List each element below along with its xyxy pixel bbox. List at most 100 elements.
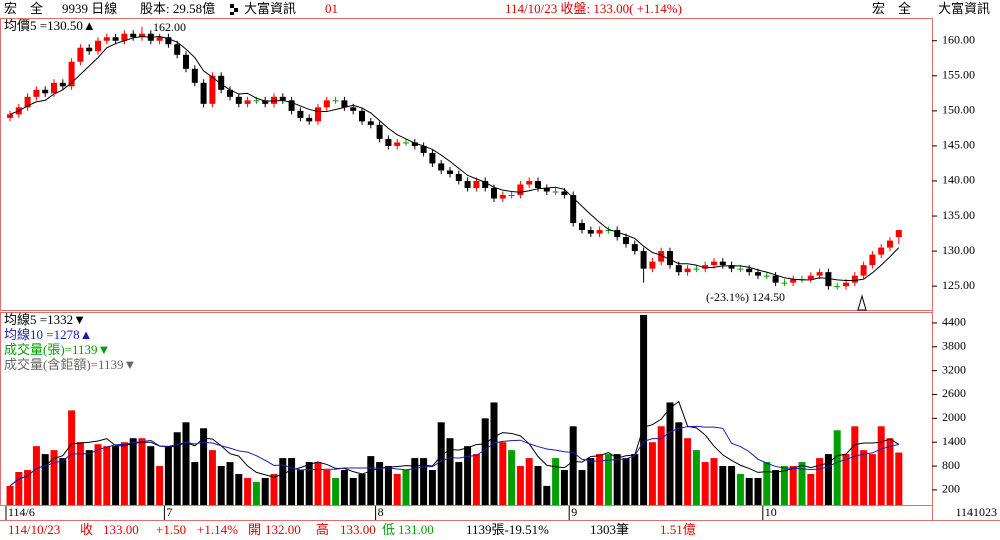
candle-body [332,100,339,102]
candle-body [367,121,374,125]
volume-bar [877,426,885,505]
plot-layer: 160.00 155.00 150.00 145.00 140.00 135.00 130.… [5,26,975,520]
candle-body [658,251,665,262]
volume-bar [384,466,392,505]
page-number: 01 [325,1,338,16]
volume-bar [719,466,727,505]
volume-bar [402,470,410,505]
candle-body [130,33,137,38]
candle-body [403,142,409,144]
volume-bar [481,418,489,505]
y-tick-label: 200 [942,482,960,496]
candle-body [253,100,260,102]
candle-body [95,40,101,52]
footer-label: 低 [382,522,395,537]
volume-bar [692,450,700,505]
volume-bar [208,450,216,505]
candle-body [77,47,84,62]
candle-body [781,282,788,284]
candle-body [526,180,533,185]
candle-body [262,100,269,104]
volume-bar [745,477,753,505]
y-tick-label: 1400 [942,434,966,448]
volume-bar [94,444,102,505]
candle-body [755,272,761,276]
stock-name: 宏 全 [4,1,43,16]
candle-body [807,275,814,280]
candle-body [165,37,172,45]
candle-body [455,173,462,181]
volume-bar [288,458,296,505]
candle-body [816,272,823,276]
candle-body [887,240,893,248]
volume-bar [578,470,586,505]
y-tick-label: 150.00 [942,103,975,117]
x-tick-label: 10 [765,505,777,519]
candle-body [174,44,181,55]
candle-body [191,68,198,83]
vol-legend: 均線5 =1332▼ [4,312,86,327]
volume-bar [103,446,111,505]
candle-body [596,230,603,234]
volume-bar [569,426,577,505]
footer-amount: 1.51億 [660,522,696,537]
candle-body [271,96,277,104]
volume-bar [604,454,612,505]
candle-body [209,75,216,104]
candle-body [473,180,480,188]
volume-bar [437,422,445,505]
volume-bar [490,402,498,505]
y-tick-label: 2600 [942,386,966,400]
volume-bar [164,446,172,505]
volume-bar [464,446,472,505]
volume-bar [472,454,480,505]
volume-bar [816,458,824,505]
footer-close: 133.00 [103,522,139,537]
brand-icon [230,4,238,15]
candle-body [306,117,313,122]
candle-body [561,191,568,196]
candle-body [341,100,348,108]
candle-body [667,251,673,266]
vol-legend: 成交量(張)=1139▼ [4,342,110,357]
volume-bar [252,481,260,505]
candle-body [297,110,304,118]
candle-body [684,268,691,273]
volume-bar [428,470,436,505]
y-tick-label: 155.00 [942,68,975,82]
candle-body [411,142,418,146]
volume-bar [305,462,313,505]
candle-body [385,138,392,146]
volume-bar [156,466,164,505]
volume-bar [24,470,32,505]
candle-body [878,247,885,255]
candle-body [763,275,770,277]
y-tick-label: 160.00 [942,32,975,46]
candle-body [587,230,594,234]
candle-body [156,37,163,41]
volume-bar [534,466,542,505]
ma-line [9,425,899,487]
volume-bar [112,446,120,505]
candle-body [790,279,797,283]
volume-bar [420,458,428,505]
candle-body [895,230,902,238]
candle-body [702,265,709,269]
candle-body [139,33,145,38]
volume-bar [446,438,454,505]
volume-bar [235,473,243,505]
volume-bar [279,458,287,505]
candle-body [235,96,242,104]
candle-body [227,89,233,97]
candle-body [711,261,717,266]
volume-bar [631,454,639,505]
candle-body [288,100,295,111]
y-tick-label: 130.00 [942,243,975,257]
candle-body [579,223,585,231]
candle-body [394,142,401,146]
volume-bar [68,410,76,505]
volume-bar [76,442,84,505]
footer-label: 高 [316,522,329,537]
candle-body [649,261,656,269]
candle-body [851,275,858,283]
